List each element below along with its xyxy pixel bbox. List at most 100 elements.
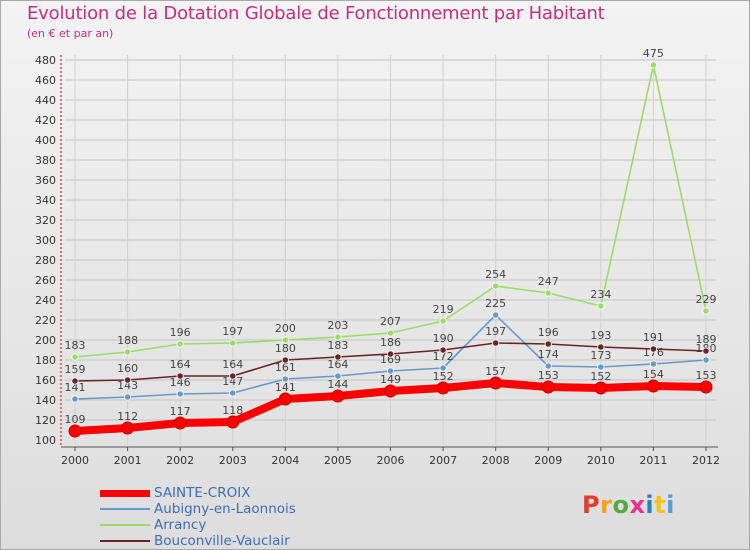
data-point [649,61,658,69]
y-tick-label: 280 [35,254,56,267]
data-label: 159 [65,363,86,376]
logo-letter: P [582,491,601,519]
y-tick-label: 160 [35,374,56,387]
x-tick-label: 2003 [219,454,247,467]
y-tick-label: 460 [35,74,56,87]
data-label: 186 [380,336,401,349]
data-label: 254 [485,268,506,281]
legend-label: Bouconville-Vauclair [154,533,290,549]
data-label: 152 [590,370,611,383]
x-tick-label: 2001 [114,454,142,467]
data-point [439,346,447,354]
data-point [646,379,660,393]
y-tick-label: 420 [35,114,56,127]
x-tick-label: 2012 [692,454,720,467]
data-point [597,302,605,310]
x-tick-label: 2011 [639,454,667,467]
data-label: 164 [222,358,243,371]
data-point [489,376,503,390]
data-label: 207 [380,315,401,328]
legend-swatch-aubigny [100,508,150,510]
y-tick-label: 200 [35,334,56,347]
data-point [386,329,395,337]
legend-item: Bouconville-Vauclair [100,533,420,549]
data-point [439,317,447,325]
data-point [334,372,342,380]
data-point [68,424,82,438]
data-point [541,380,555,394]
data-label: 164 [170,358,191,371]
y-tick-label: 220 [35,314,56,327]
data-point [71,377,79,385]
data-point [386,350,395,358]
line-chart: 100 120 140 160 180 200 220 240 260 280 300 320 340 3… [35,47,720,467]
data-label: 153 [696,369,717,382]
chart-title: Evolution de la Dotation Globale de Fonc… [27,3,605,24]
data-label: 247 [538,275,559,288]
data-point [649,345,658,353]
logo-letter: t [654,491,667,519]
data-point [176,372,184,380]
data-point [492,339,500,347]
x-tick-label: 2005 [324,454,352,467]
data-point [281,375,289,383]
data-point [229,372,237,380]
data-label: 180 [275,342,296,355]
y-tick-label: 180 [35,354,56,367]
data-label: 109 [65,413,86,426]
grid [65,55,716,445]
data-point [544,340,552,348]
data-point [702,307,710,315]
y-tick-label: 380 [35,154,56,167]
data-label: 141 [275,381,296,394]
data-point [699,380,713,394]
data-point [492,282,500,290]
legend-label: SAINTE-CROIX [154,485,251,501]
x-tick-label: 2010 [587,454,615,467]
logo-letter: o [612,491,630,519]
data-point [281,336,289,344]
data-label: 143 [117,379,138,392]
legend-item: Arrancy [100,517,420,533]
y-tick-label: 360 [35,174,56,187]
data-point [702,356,710,364]
data-label: 149 [380,373,401,386]
data-point [281,356,289,364]
data-label: 141 [65,381,86,394]
x-tick-label: 2007 [429,454,457,467]
data-label: 172 [433,350,454,363]
data-label: 157 [485,365,506,378]
data-label: 147 [222,375,243,388]
data-point [226,415,240,429]
data-point [331,389,345,403]
legend: SAINTE-CROIX Aubigny-en-Laonnois Arrancy… [100,485,420,549]
x-tick-label: 2006 [377,454,405,467]
x-tick-label: 2009 [534,454,562,467]
data-point [384,384,397,398]
data-label: 193 [590,329,611,342]
chart-subtitle: (en € et par an) [27,27,114,40]
data-point [229,389,237,397]
data-label: 169 [380,353,401,366]
data-label: 117 [170,405,191,418]
data-label: 197 [485,325,506,338]
legend-item: Aubigny-en-Laonnois [100,501,420,517]
x-tick-label: 2002 [166,454,194,467]
data-point [176,340,184,348]
legend-item: SAINTE-CROIX [100,485,420,501]
y-tick-label: 480 [35,54,56,67]
data-label: 475 [643,47,664,60]
legend-swatch-bouconville [100,540,150,542]
data-point [649,360,658,368]
data-point [597,343,605,351]
x-tick-label: 2000 [61,454,89,467]
data-label: 153 [538,369,559,382]
data-point [544,289,552,297]
data-point [436,381,450,395]
data-label: 183 [327,339,348,352]
data-label: 173 [590,349,611,362]
y-tick-label: 260 [35,274,56,287]
data-label: 188 [117,334,138,347]
data-label: 152 [433,370,454,383]
